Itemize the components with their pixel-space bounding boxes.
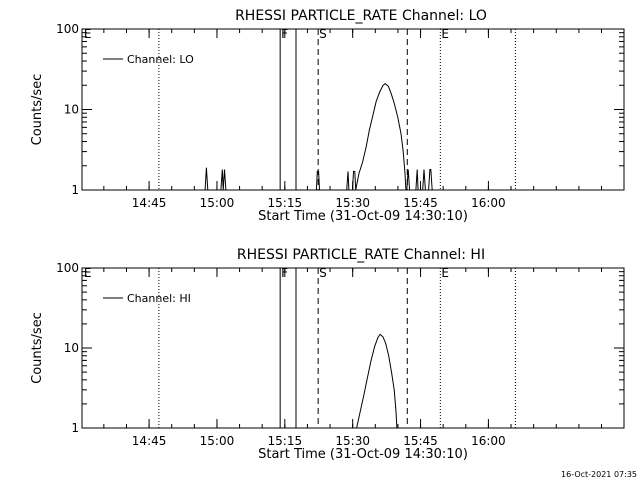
series-line [422, 169, 433, 191]
legend-label: Channel: HI [127, 292, 191, 305]
event-marker-label: S [319, 27, 327, 41]
x-axis-label: Start Time (31-Oct-09 14:30:10) [258, 209, 468, 224]
x-tick-label: 15:00 [200, 196, 235, 210]
chart-panel-1: RHESSI PARTICLE_RATE Channel: LO 1 10 100 14… [30, 8, 625, 224]
series-line [406, 169, 411, 191]
footer-timestamp: 16-Oct-2021 07:35 [561, 470, 637, 479]
y-tick-label: 1 [71, 421, 79, 435]
chart-title: RHESSI PARTICLE_RATE Channel: HI [237, 247, 485, 263]
y-axis-label: Counts/sec [30, 312, 45, 384]
series-line [204, 167, 209, 191]
x-tick-label: 14:45 [132, 434, 167, 448]
series-line [356, 333, 398, 429]
y-tick-label: 100 [56, 22, 79, 36]
event-marker-label: F [281, 266, 288, 280]
series-line [315, 170, 320, 191]
y-tick-label: 10 [64, 103, 79, 117]
y-tick-label: 10 [64, 341, 79, 355]
x-tick-label: 14:45 [132, 196, 167, 210]
x-tick-label: 15:00 [200, 434, 235, 448]
x-tick-label: 16:00 [471, 196, 506, 210]
y-axis-label: Counts/sec [30, 74, 45, 146]
x-tick-label: 15:15 [268, 434, 303, 448]
event-marker-label: E [441, 27, 449, 41]
event-marker-label: F [281, 27, 288, 41]
event-marker-label: E [84, 27, 92, 41]
series-line [415, 169, 419, 191]
event-marker-label: E [84, 266, 92, 280]
y-tick-label: 1 [71, 183, 79, 197]
event-marker-label: E [441, 266, 449, 280]
x-tick-label: 15:45 [403, 196, 438, 210]
series-line [352, 82, 407, 191]
chart-panel-2: RHESSI PARTICLE_RATE Channel: HI 1 10 100 14… [30, 247, 625, 462]
x-tick-label: 15:45 [403, 434, 438, 448]
x-tick-label: 15:15 [268, 196, 303, 210]
x-tick-label: 15:30 [335, 434, 370, 448]
x-tick-label: 15:30 [335, 196, 370, 210]
x-tick-label: 16:00 [471, 434, 506, 448]
series-line [220, 169, 227, 191]
legend-label: Channel: LO [127, 53, 194, 66]
series-line [346, 171, 350, 191]
event-marker-label: S [319, 266, 327, 280]
chart-title: RHESSI PARTICLE_RATE Channel: LO [235, 8, 487, 24]
y-tick-label: 100 [56, 261, 79, 275]
x-axis-label: Start Time (31-Oct-09 14:30:10) [258, 447, 468, 462]
